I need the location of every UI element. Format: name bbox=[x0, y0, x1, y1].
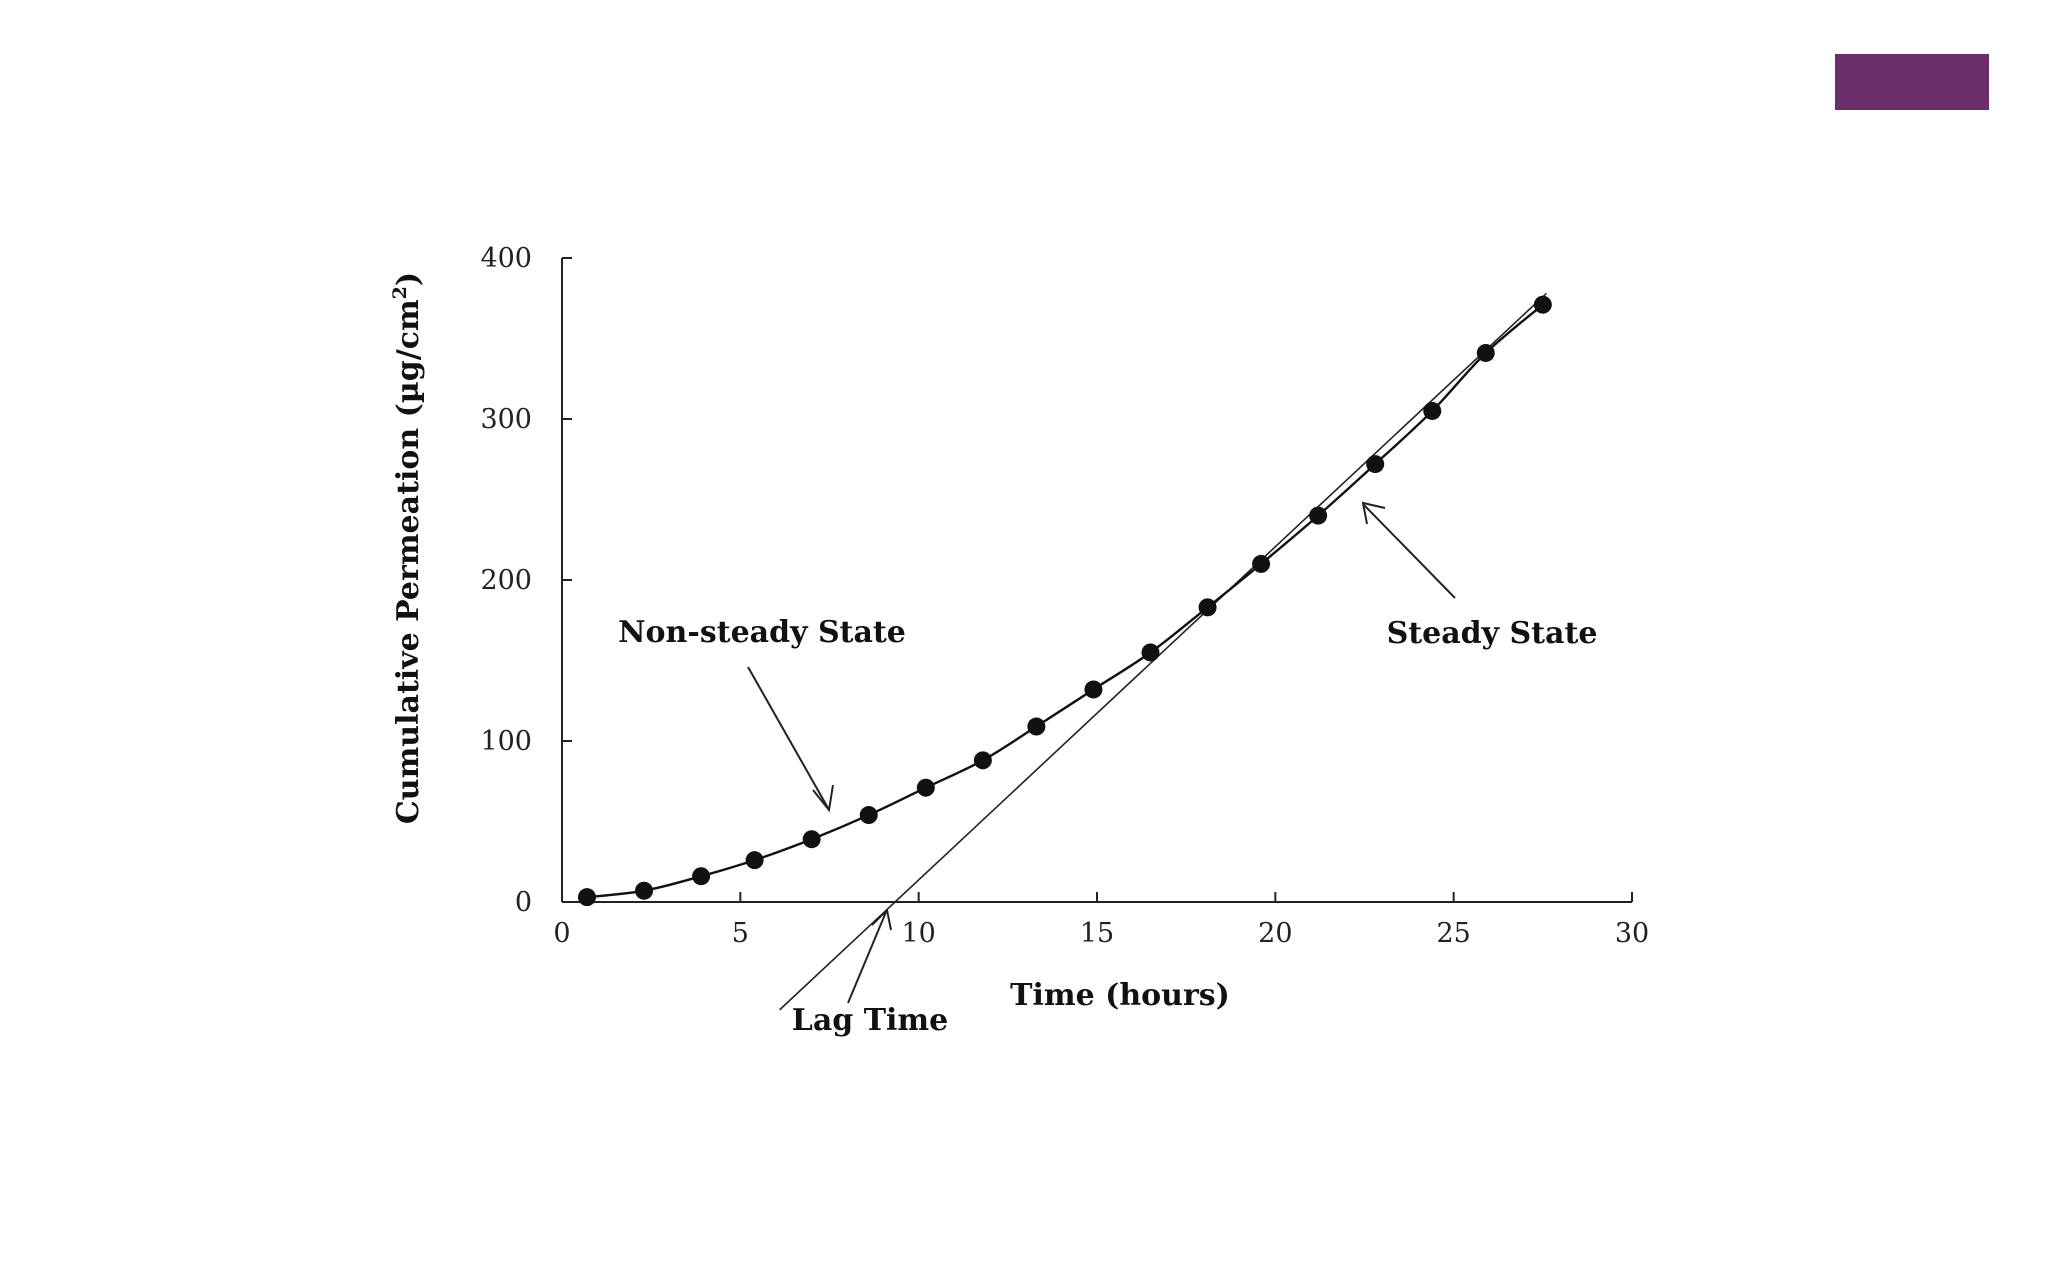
data-curve bbox=[586, 303, 1544, 899]
data-point bbox=[1084, 680, 1103, 699]
data-point bbox=[1309, 506, 1328, 525]
data-point bbox=[1533, 295, 1552, 314]
steady-state-arrow bbox=[1361, 501, 1456, 599]
data-points bbox=[577, 295, 1552, 907]
x-tick-label: 25 bbox=[1436, 918, 1470, 949]
x-tick-label: 20 bbox=[1258, 918, 1292, 949]
data-point bbox=[635, 881, 654, 900]
x-tick-label: 15 bbox=[1080, 918, 1114, 949]
lag-time-arrow bbox=[847, 907, 892, 1004]
y-ticks: 0 100 200 300 400 bbox=[480, 243, 572, 918]
non-steady-state-arrow bbox=[747, 666, 834, 813]
y-tick-label: 0 bbox=[515, 887, 532, 918]
data-point bbox=[1027, 717, 1046, 736]
x-tick-label: 30 bbox=[1615, 918, 1649, 949]
y-axis-title: Cumulative Permeation (µg/cm2) bbox=[389, 272, 426, 824]
y-tick-label: 200 bbox=[480, 565, 532, 596]
y-axis-title-main: Cumulative Permeation (µg/cm bbox=[391, 299, 426, 824]
data-point bbox=[1423, 401, 1442, 420]
data-point bbox=[1198, 598, 1217, 617]
x-tick-label: 10 bbox=[901, 918, 935, 949]
x-axis-title: Time (hours) bbox=[1010, 978, 1230, 1013]
non-steady-state-label: Non-steady State bbox=[618, 615, 906, 650]
data-point bbox=[973, 751, 992, 770]
data-point bbox=[577, 888, 596, 907]
y-axis-title-end: ) bbox=[391, 272, 426, 286]
x-ticks: 0 5 10 15 20 25 30 bbox=[553, 892, 1649, 949]
lag-time-label: Lag Time bbox=[792, 1003, 949, 1038]
y-axis-title-sup: 2 bbox=[389, 286, 411, 299]
x-tick-label: 0 bbox=[553, 918, 570, 949]
y-tick-label: 100 bbox=[480, 726, 532, 757]
x-tick-label: 5 bbox=[732, 918, 749, 949]
y-tick-label: 300 bbox=[480, 404, 532, 435]
data-point bbox=[802, 830, 821, 849]
data-point bbox=[859, 806, 878, 825]
accent-bar bbox=[1835, 54, 1989, 110]
data-point bbox=[1366, 455, 1385, 474]
steady-state-line bbox=[779, 292, 1547, 1011]
data-point bbox=[1476, 343, 1495, 362]
data-point bbox=[745, 851, 764, 870]
data-point bbox=[916, 778, 935, 797]
steady-state-label: Steady State bbox=[1387, 616, 1598, 651]
y-tick-label: 400 bbox=[480, 243, 532, 274]
data-point bbox=[1141, 643, 1160, 662]
data-point bbox=[692, 867, 711, 886]
data-point bbox=[1252, 554, 1271, 573]
